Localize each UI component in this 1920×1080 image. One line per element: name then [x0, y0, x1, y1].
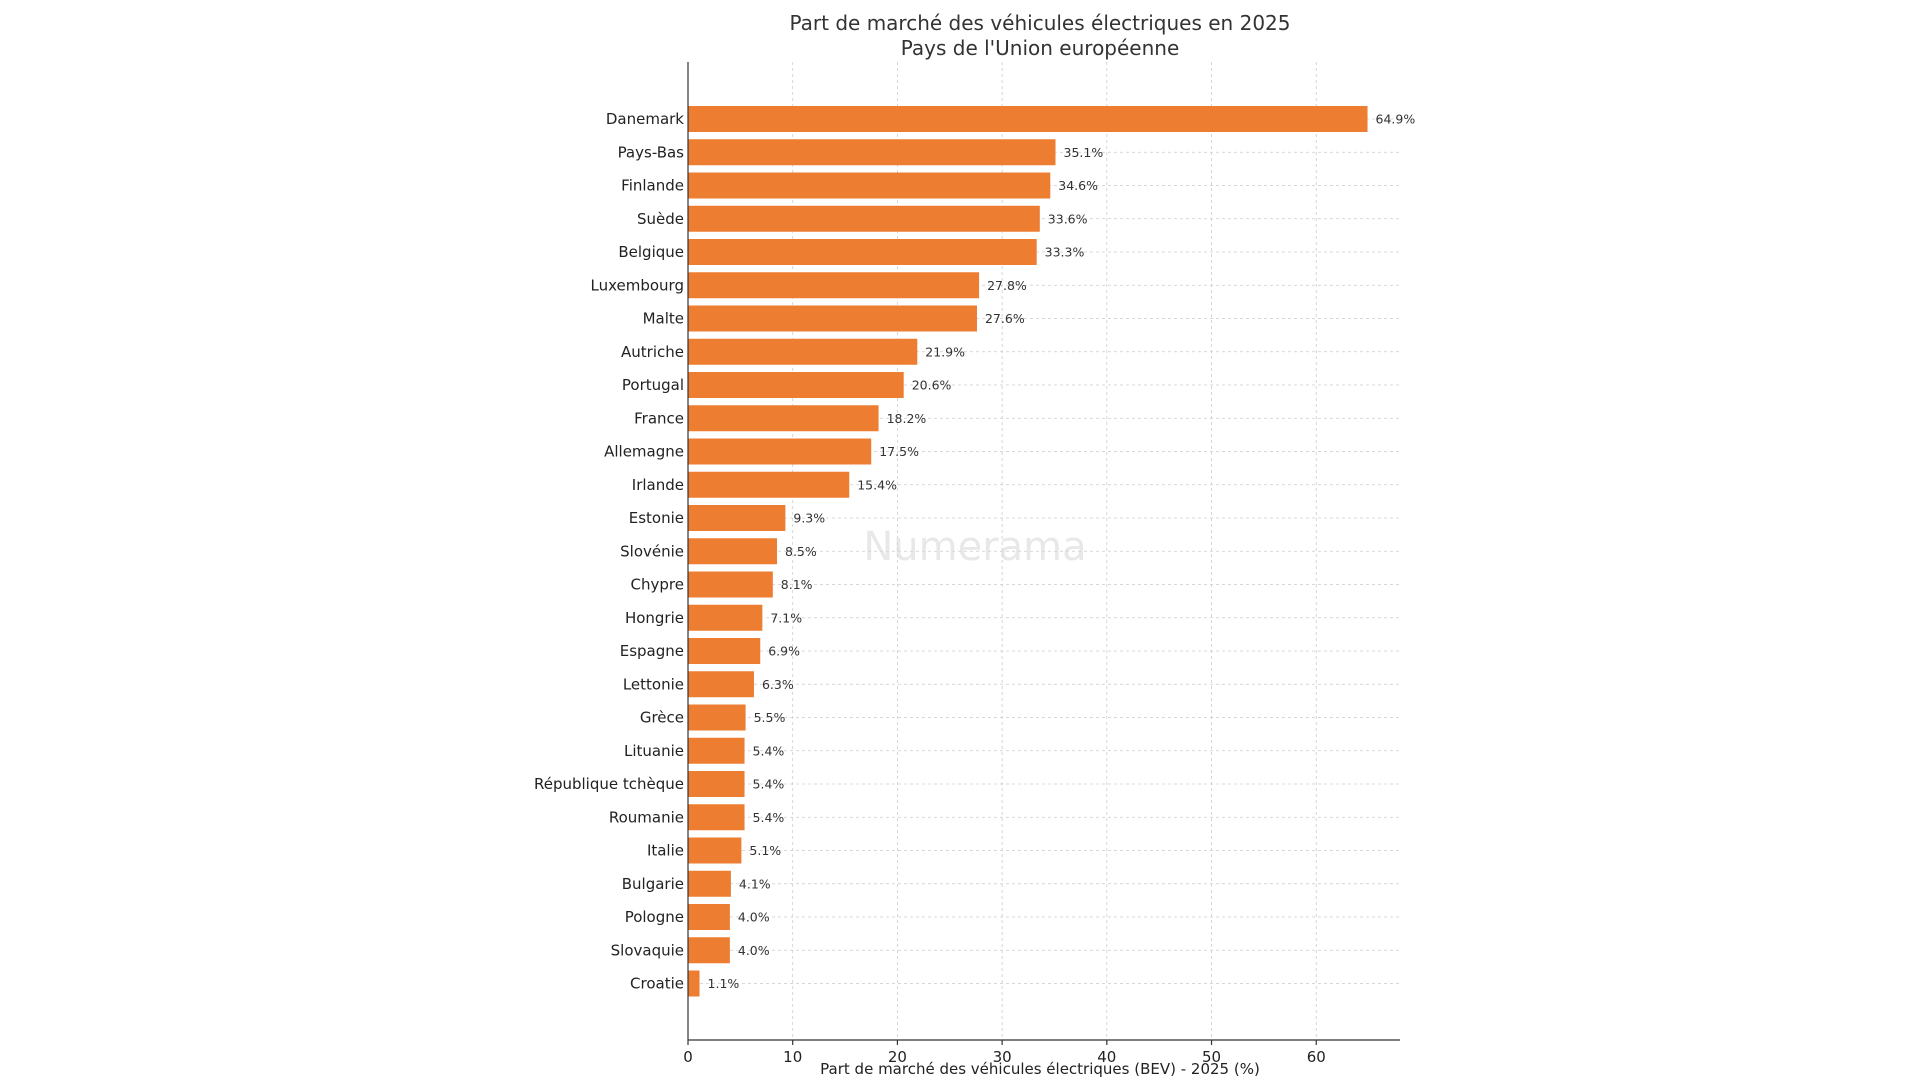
bars: [688, 106, 1368, 997]
category-label-15: Hongrie: [625, 609, 684, 627]
bar-11: [688, 471, 850, 498]
category-label-17: Lettonie: [623, 675, 684, 693]
category-label-6: Malte: [643, 310, 684, 328]
x-tick-label-0: 0: [683, 1048, 693, 1066]
value-label-14: 8.1%: [781, 577, 813, 592]
x-axis-label: Part de marché des véhicules électriques…: [820, 1060, 1260, 1078]
bar-25: [688, 937, 730, 964]
bar-5: [688, 272, 980, 299]
bar-23: [688, 870, 731, 897]
bar-6: [688, 305, 977, 332]
chart-subtitle: Pays de l'Union européenne: [901, 36, 1180, 60]
value-label-22: 5.1%: [749, 843, 781, 858]
bar-10: [688, 438, 872, 465]
value-label-13: 8.5%: [785, 544, 817, 559]
x-tick-labels: 0 10 20 30 40 50 60: [683, 1040, 1326, 1066]
category-label-8: Portugal: [622, 376, 684, 394]
category-label-1: Pays-Bas: [618, 143, 685, 161]
value-label-9: 18.2%: [887, 411, 927, 426]
category-label-10: Allemagne: [604, 443, 684, 461]
bar-0: [688, 106, 1368, 132]
value-label-24: 4.0%: [738, 910, 770, 925]
value-label-2: 34.6%: [1058, 178, 1098, 193]
bar-17: [688, 671, 754, 698]
value-label-5: 27.8%: [987, 278, 1027, 293]
category-label-14: Chypre: [631, 576, 684, 594]
x-tick-label-6: 60: [1307, 1048, 1326, 1066]
bar-15: [688, 604, 763, 631]
category-label-5: Luxembourg: [591, 276, 685, 294]
category-label-2: Finlande: [621, 177, 684, 195]
category-label-18: Grèce: [640, 709, 684, 727]
value-label-7: 21.9%: [925, 344, 965, 359]
category-label-25: Slovaquie: [611, 941, 684, 959]
value-label-0: 64.9%: [1376, 112, 1416, 127]
value-label-26: 1.1%: [708, 976, 740, 991]
category-label-21: Roumanie: [609, 808, 684, 826]
category-label-4: Belgique: [618, 243, 684, 261]
category-label-7: Autriche: [621, 343, 684, 361]
value-label-17: 6.3%: [762, 677, 794, 692]
bar-2: [688, 172, 1051, 199]
value-label-20: 5.4%: [753, 777, 785, 792]
category-label-22: Italie: [647, 842, 684, 860]
value-label-11: 15.4%: [857, 477, 897, 492]
category-label-23: Bulgarie: [622, 875, 684, 893]
bar-3: [688, 205, 1040, 232]
bar-16: [688, 638, 761, 664]
category-label-20: République tchèque: [534, 775, 684, 793]
x-tick-label-5: 50: [1202, 1048, 1221, 1066]
bar-18: [688, 704, 746, 731]
value-label-8: 20.6%: [912, 378, 952, 393]
bar-4: [688, 239, 1037, 265]
bar-21: [688, 804, 745, 831]
category-label-19: Lituanie: [624, 742, 684, 760]
axes: [687, 62, 1400, 1041]
bar-1: [688, 139, 1056, 166]
x-tick-label-3: 30: [993, 1048, 1012, 1066]
bar-19: [688, 737, 745, 764]
category-labels: Danemark Pays-Bas Finlande Suède Belgique Lux…: [534, 110, 684, 993]
category-label-9: France: [634, 409, 684, 427]
x-tick-label-4: 40: [1097, 1048, 1116, 1066]
bar-22: [688, 837, 742, 864]
bar-9: [688, 405, 879, 432]
bar-26: [688, 970, 700, 997]
value-label-10: 17.5%: [879, 444, 919, 459]
category-label-16: Espagne: [620, 642, 684, 660]
chart-title: Part de marché des véhicules électriques…: [790, 11, 1291, 35]
value-label-21: 5.4%: [753, 810, 785, 825]
category-label-3: Suède: [637, 210, 684, 228]
category-label-24: Pologne: [625, 908, 684, 926]
value-label-19: 5.4%: [753, 743, 785, 758]
watermark: Numerama: [863, 524, 1086, 570]
category-label-0: Danemark: [606, 110, 684, 128]
category-label-26: Croatie: [630, 975, 684, 993]
bar-14: [688, 571, 773, 598]
value-label-18: 5.5%: [754, 710, 786, 725]
category-label-11: Irlande: [632, 476, 684, 494]
x-tick-label-1: 10: [783, 1048, 802, 1066]
bar-24: [688, 904, 730, 930]
bar-12: [688, 505, 786, 531]
bar-20: [688, 771, 745, 797]
value-label-16: 6.9%: [768, 644, 800, 659]
x-tick-label-2: 20: [888, 1048, 907, 1066]
bar-8: [688, 372, 904, 398]
category-label-13: Slovénie: [620, 542, 684, 560]
value-label-4: 33.3%: [1045, 245, 1085, 260]
value-label-6: 27.6%: [985, 311, 1025, 326]
value-label-3: 33.6%: [1048, 211, 1088, 226]
value-label-25: 4.0%: [738, 943, 770, 958]
bar-7: [688, 338, 918, 365]
value-label-23: 4.1%: [739, 876, 771, 891]
value-label-1: 35.1%: [1064, 145, 1104, 160]
value-labels: 64.9% 35.1% 34.6% 33.6% 33.3% 27.8% 27.6% 21.9%…: [708, 112, 1416, 992]
category-label-12: Estonie: [629, 509, 684, 527]
value-label-15: 7.1%: [770, 610, 802, 625]
bar-13: [688, 538, 777, 565]
value-label-12: 9.3%: [793, 511, 825, 526]
